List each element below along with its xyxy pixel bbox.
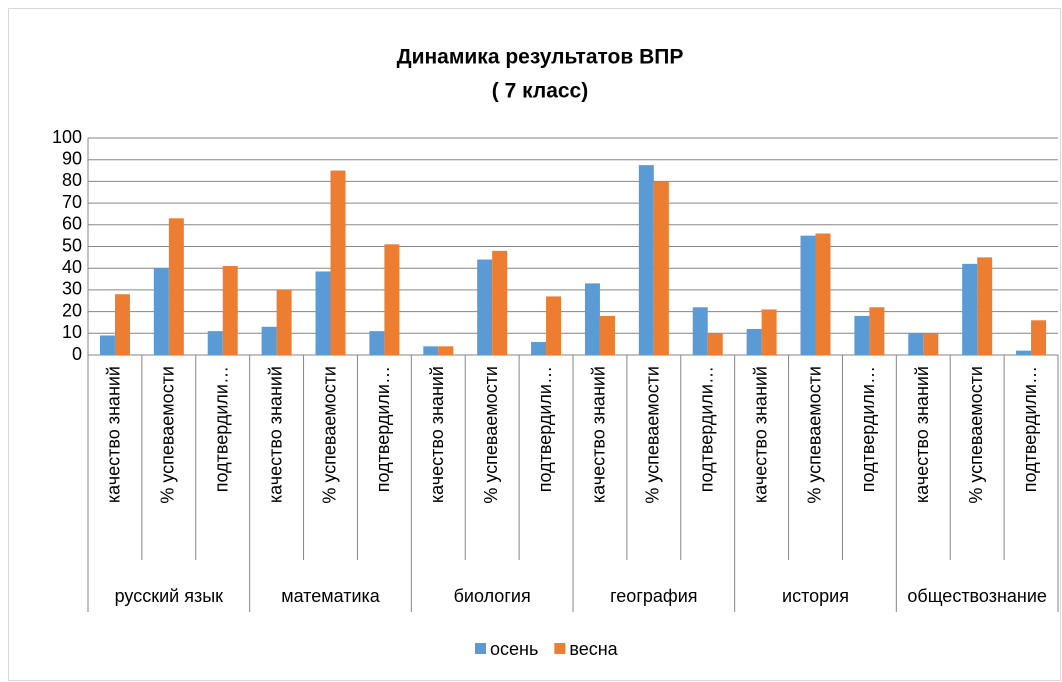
y-tick-label: 10 <box>62 322 82 342</box>
bar <box>369 331 385 355</box>
bar <box>815 233 831 355</box>
bar <box>153 268 169 355</box>
y-tick-label: 50 <box>62 235 82 255</box>
x-tick-label: % успеваемости <box>481 366 501 504</box>
x-tick-label: качество знаний <box>265 366 285 503</box>
legend-label: осень <box>490 639 538 659</box>
bar <box>384 244 400 355</box>
x-tick-label: подтвердили… <box>211 366 231 492</box>
bar <box>653 181 669 355</box>
bar <box>584 283 600 355</box>
bar <box>492 250 508 355</box>
bar <box>477 259 493 355</box>
x-tick-label: подтвердили… <box>373 366 393 492</box>
bar <box>746 328 762 355</box>
y-tick-label: 70 <box>62 192 82 212</box>
bar <box>854 315 870 355</box>
bar <box>99 335 115 355</box>
x-tick-label: подтвердили… <box>535 366 555 492</box>
x-tick-label: % успеваемости <box>966 366 986 504</box>
bar <box>638 165 654 355</box>
y-tick-label: 40 <box>62 257 82 277</box>
x-tick-label: подтвердили… <box>1020 366 1040 492</box>
bar <box>207 331 223 355</box>
x-tick-label: подтвердили… <box>858 366 878 492</box>
bar <box>330 170 346 355</box>
bar <box>222 266 238 355</box>
bar <box>1031 320 1047 355</box>
group-label: география <box>610 586 697 606</box>
x-tick-label: качество знаний <box>750 366 770 503</box>
bar <box>438 346 454 355</box>
group-label: обществознание <box>907 586 1047 606</box>
x-tick-label: качество знаний <box>912 366 932 503</box>
group-label: история <box>782 586 849 606</box>
legend-label: весна <box>569 639 618 659</box>
bar <box>261 326 277 355</box>
x-tick-label: качество знаний <box>589 366 609 503</box>
bar <box>908 333 924 355</box>
y-tick-label: 90 <box>62 148 82 168</box>
bar <box>315 271 331 355</box>
bar <box>168 218 184 355</box>
group-label: биология <box>454 586 531 606</box>
bar <box>276 289 292 355</box>
legend-swatch <box>475 643 486 654</box>
legend-swatch <box>554 643 566 654</box>
bar <box>869 307 885 355</box>
bar <box>599 315 615 355</box>
bar <box>800 235 816 355</box>
bar <box>1016 350 1032 355</box>
x-tick-label: % успеваемости <box>804 366 824 504</box>
x-tick-label: % успеваемости <box>158 366 178 504</box>
chart-subtitle: ( 7 класс) <box>492 80 588 103</box>
bar <box>531 341 547 355</box>
group-label: русский язык <box>115 586 224 606</box>
y-tick-label: 0 <box>72 344 82 364</box>
bar <box>707 333 723 355</box>
bar <box>423 346 439 355</box>
y-tick-label: 100 <box>52 127 82 147</box>
bar <box>923 333 939 355</box>
group-label: математика <box>281 586 381 606</box>
y-tick-label: 80 <box>62 170 82 190</box>
x-tick-label: % успеваемости <box>643 366 663 504</box>
bar <box>546 296 562 355</box>
bar <box>977 257 993 355</box>
x-tick-label: качество знаний <box>427 366 447 503</box>
x-tick-label: подтвердили… <box>696 366 716 492</box>
x-tick-label: качество знаний <box>104 366 124 503</box>
x-tick-label: % успеваемости <box>319 366 339 504</box>
y-tick-label: 20 <box>62 300 82 320</box>
bar <box>962 263 978 355</box>
y-tick-label: 30 <box>62 279 82 299</box>
chart-title: Динамика результатов ВПР <box>397 46 684 69</box>
y-tick-label: 60 <box>62 214 82 234</box>
bar <box>692 307 708 355</box>
bar <box>761 309 777 355</box>
bar <box>114 294 130 355</box>
